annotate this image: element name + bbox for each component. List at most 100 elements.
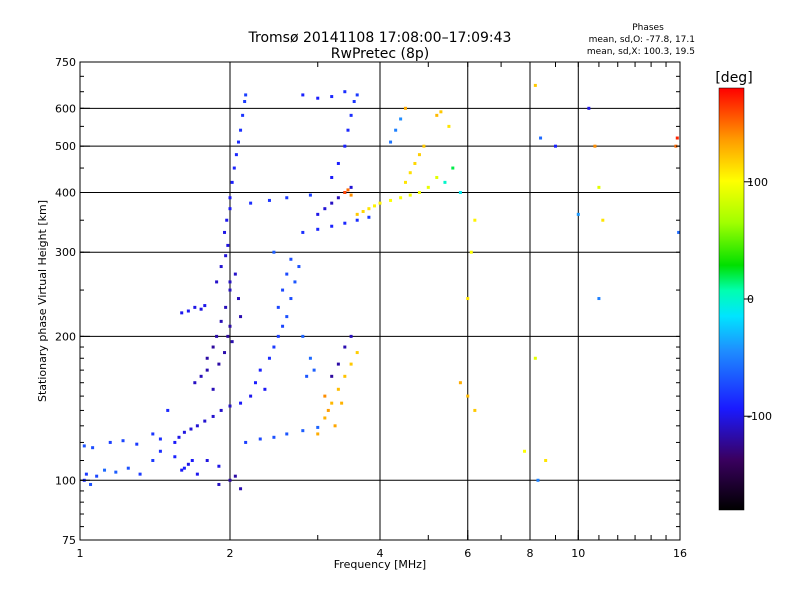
data-point — [285, 315, 289, 319]
data-point — [215, 280, 219, 284]
data-point — [439, 110, 443, 114]
axis-ticks: 1 2 4 6 8 10 16 75 100 200 300 400 500 600 750 — [55, 56, 687, 560]
x-tick-label: 1 — [77, 547, 84, 560]
data-point — [533, 356, 537, 360]
data-point — [361, 210, 365, 214]
data-point — [158, 437, 162, 441]
data-point — [239, 401, 243, 405]
data-point — [349, 113, 353, 117]
data-point — [340, 401, 344, 405]
data-point — [435, 175, 439, 179]
data-point — [272, 435, 276, 439]
data-point — [233, 272, 237, 276]
data-point — [469, 250, 473, 254]
data-point — [373, 204, 377, 208]
data-point — [135, 442, 139, 446]
y-axis-label: Stationary phase Virtual Height [km] — [36, 200, 49, 402]
data-point — [544, 458, 548, 462]
x-tick-label: 16 — [673, 547, 687, 560]
data-point — [228, 288, 232, 292]
data-point — [301, 429, 305, 433]
data-point — [228, 207, 232, 211]
data-point — [301, 230, 305, 234]
data-point — [217, 464, 221, 468]
data-point — [84, 472, 88, 476]
data-point — [447, 124, 451, 128]
data-point — [249, 201, 253, 205]
data-point — [253, 381, 257, 385]
data-point — [553, 144, 557, 148]
data-point — [330, 175, 334, 179]
data-point — [219, 265, 223, 269]
data-point — [205, 356, 209, 360]
y-tick-label: 200 — [55, 330, 76, 343]
data-point — [316, 212, 320, 216]
data-point — [293, 280, 297, 284]
data-point — [289, 297, 293, 301]
data-point — [272, 250, 276, 254]
y-tick-label: 600 — [55, 102, 76, 115]
data-point — [333, 424, 337, 428]
data-point — [82, 444, 86, 448]
data-point — [576, 212, 580, 216]
data-point — [281, 324, 285, 328]
data-point — [458, 190, 462, 194]
data-point — [228, 280, 232, 284]
data-point — [108, 440, 112, 444]
data-point — [539, 136, 543, 140]
data-point — [349, 362, 353, 366]
data-point — [330, 95, 334, 99]
data-point — [224, 254, 228, 258]
data-point — [173, 440, 177, 444]
data-point — [417, 190, 421, 194]
data-point — [330, 401, 334, 405]
data-point — [408, 171, 412, 175]
data-point — [343, 190, 347, 194]
data-point — [228, 196, 232, 200]
data-point — [533, 83, 537, 87]
chart-subtitle: RwPretec (8p) — [331, 46, 429, 62]
data-point — [219, 408, 223, 412]
data-point — [316, 96, 320, 100]
data-point — [211, 345, 215, 349]
x-tick-label: 2 — [227, 547, 234, 560]
data-point — [89, 482, 93, 486]
colorbar-ticks: 100 0 -100 — [744, 176, 772, 423]
data-point — [114, 470, 118, 474]
data-point — [323, 394, 327, 398]
data-point — [355, 212, 359, 216]
data-point — [326, 408, 330, 412]
x-axis-label: Frequency [MHz] — [334, 558, 426, 571]
data-point — [305, 374, 309, 378]
data-point — [408, 193, 412, 197]
data-point — [473, 218, 477, 222]
data-point — [199, 374, 203, 378]
y-tick-label: 400 — [55, 186, 76, 199]
data-point — [417, 153, 421, 157]
data-point — [285, 432, 289, 436]
data-point — [193, 381, 197, 385]
data-point — [199, 307, 203, 311]
data-points — [82, 83, 681, 491]
data-point — [234, 153, 238, 157]
data-point — [355, 93, 359, 97]
colorbar-tick-label: 0 — [747, 293, 754, 306]
data-point — [343, 345, 347, 349]
x-tick-label: 8 — [527, 547, 534, 560]
data-point — [378, 201, 382, 205]
grid-lines — [80, 62, 680, 540]
colorbar-label: [deg] — [715, 70, 752, 86]
data-point — [228, 324, 232, 328]
data-point — [597, 297, 601, 301]
data-point — [394, 128, 398, 132]
data-point — [267, 198, 271, 202]
data-point — [263, 387, 267, 391]
data-point — [346, 128, 350, 132]
data-point — [330, 201, 334, 205]
phase-x-stats: mean, sd,X: 100.3, 19.5 — [587, 47, 695, 57]
data-point — [239, 315, 243, 319]
data-point — [180, 311, 184, 315]
data-point — [151, 458, 155, 462]
data-point — [217, 482, 221, 486]
